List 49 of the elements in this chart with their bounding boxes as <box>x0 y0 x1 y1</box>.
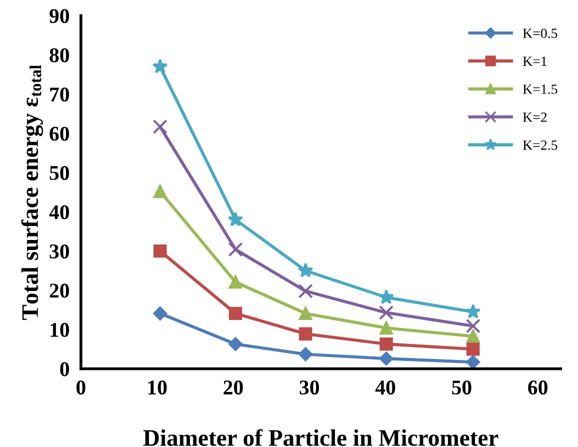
point <box>228 242 243 257</box>
legend-label: K=2 <box>522 112 547 122</box>
point <box>379 352 394 366</box>
point <box>298 262 314 278</box>
y-tick-label: 80 <box>50 48 70 62</box>
y-tick-label: 70 <box>50 87 70 102</box>
point <box>465 304 481 319</box>
x-tick-label: 40 <box>375 380 396 395</box>
point <box>378 305 394 320</box>
x-tick-label: 50 <box>452 380 472 395</box>
x-tick-label: 20 <box>224 380 243 395</box>
y-tick-label: 60 <box>50 126 70 141</box>
point <box>298 347 312 362</box>
legend-label: K=2.5 <box>522 140 558 150</box>
y-axis-title: Total surface energy ε$_{total}$ <box>21 65 44 320</box>
point <box>466 355 480 369</box>
x-tick-label: 30 <box>300 380 319 395</box>
point <box>380 321 393 335</box>
point <box>154 184 167 198</box>
y-tick-label: 30 <box>50 244 70 258</box>
y-tick-label: 20 <box>50 284 70 298</box>
point <box>154 244 167 258</box>
point <box>228 306 242 320</box>
point <box>152 58 168 74</box>
point <box>228 212 244 226</box>
point <box>153 306 168 320</box>
point <box>298 284 313 298</box>
point <box>466 330 480 343</box>
point <box>298 306 312 320</box>
x-tick-label: 0 <box>76 380 86 395</box>
y-tick-label: 90 <box>50 9 70 24</box>
legend-label: K=1 <box>522 56 547 66</box>
legend-label: K=0.5 <box>522 28 558 38</box>
x-tick-label: 10 <box>148 380 167 395</box>
legend-label: K=1.5 <box>522 84 558 94</box>
point <box>466 342 480 356</box>
point <box>228 337 242 351</box>
point <box>152 119 168 134</box>
point <box>228 275 242 289</box>
y-tick-label: 40 <box>49 205 70 220</box>
y-tick-label: 0 <box>60 362 70 376</box>
y-tick-label: 10 <box>50 322 70 337</box>
point <box>380 337 393 351</box>
point <box>466 318 480 334</box>
point <box>378 289 394 304</box>
x-axis-title: Diameter of Particle in Micrometer <box>143 429 498 446</box>
x-tick-label: 60 <box>528 380 548 395</box>
point <box>298 327 312 340</box>
y-tick-label: 50 <box>50 166 70 180</box>
